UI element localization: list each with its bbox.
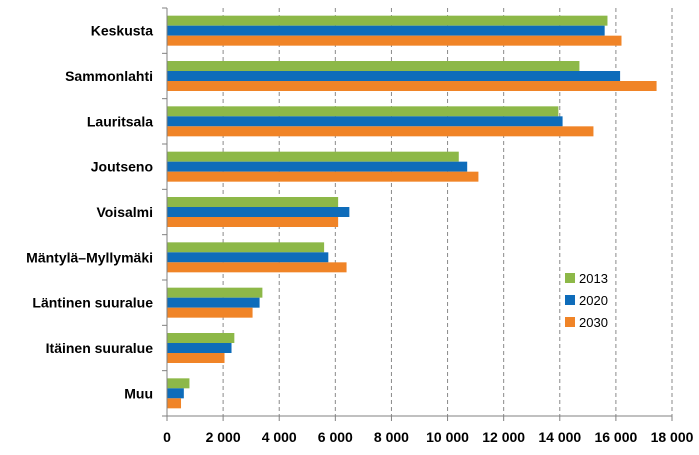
category-label: Läntinen suuralue — [32, 295, 153, 311]
category-label: Itäinen suuralue — [46, 340, 154, 356]
bar-2013-8 — [167, 378, 190, 389]
x-tick-label: 4 000 — [262, 429, 297, 445]
bar-2013-7 — [167, 333, 235, 343]
bar-2030-8 — [167, 398, 182, 409]
bar-2013-5 — [167, 242, 325, 253]
axes — [162, 7, 673, 421]
x-tick-label: 0 — [163, 429, 171, 445]
bar-2020-5 — [167, 252, 329, 263]
legend-swatch-2013 — [565, 273, 575, 283]
x-tick-label: 14 000 — [538, 429, 581, 445]
bar-2020-6 — [167, 297, 260, 308]
category-label: Voisalmi — [96, 204, 153, 220]
category-label: Lauritsala — [87, 113, 153, 129]
bar-2030-1 — [167, 81, 657, 91]
category-label: Joutseno — [91, 159, 153, 175]
legend-swatch-2030 — [565, 317, 575, 327]
bar-2030-4 — [167, 217, 339, 227]
x-tick-label: 16 000 — [594, 429, 637, 445]
bar-2013-3 — [167, 151, 459, 162]
bar-2020-1 — [167, 71, 621, 81]
bar-2020-8 — [167, 388, 184, 399]
bars — [167, 15, 657, 409]
bar-2020-2 — [167, 116, 563, 127]
bar-2020-0 — [167, 25, 605, 36]
category-label: Keskusta — [91, 23, 153, 39]
bar-2013-0 — [167, 15, 608, 26]
legend: 2013 2020 2030 — [565, 271, 608, 330]
bar-2013-2 — [167, 106, 559, 117]
x-tick-label: 10 000 — [426, 429, 469, 445]
category-labels: Keskusta Sammonlahti Lauritsala Joutseno Voi… — [26, 23, 153, 402]
x-tick-label: 6 000 — [318, 429, 353, 445]
bar-2030-7 — [167, 353, 225, 363]
x-tick-label: 8 000 — [374, 429, 409, 445]
bar-2013-1 — [167, 61, 580, 71]
bar-2020-4 — [167, 207, 350, 217]
legend-label-2030: 2030 — [579, 315, 608, 330]
category-label: Sammonlahti — [65, 68, 153, 84]
legend-label-2013: 2013 — [579, 271, 608, 286]
legend-label-2020: 2020 — [579, 293, 608, 308]
category-label: Mäntylä–Myllymäki — [26, 249, 153, 265]
x-tick-label: 2 000 — [206, 429, 241, 445]
bar-2013-4 — [167, 197, 339, 207]
legend-swatch-2020 — [565, 295, 575, 305]
bar-2030-3 — [167, 171, 479, 182]
x-tick-labels: 0 2 000 4 000 6 000 8 000 10 000 12 000 14 000 1… — [163, 429, 694, 445]
bar-2013-6 — [167, 287, 263, 298]
bar-2030-5 — [167, 262, 347, 273]
bar-2030-2 — [167, 126, 594, 137]
bar-2030-0 — [167, 35, 622, 46]
bar-2020-3 — [167, 161, 468, 172]
bar-2030-6 — [167, 307, 253, 318]
x-tick-label: 12 000 — [482, 429, 525, 445]
category-label: Muu — [124, 385, 153, 401]
x-tick-label: 18 000 — [651, 429, 694, 445]
bar-2020-7 — [167, 343, 232, 353]
